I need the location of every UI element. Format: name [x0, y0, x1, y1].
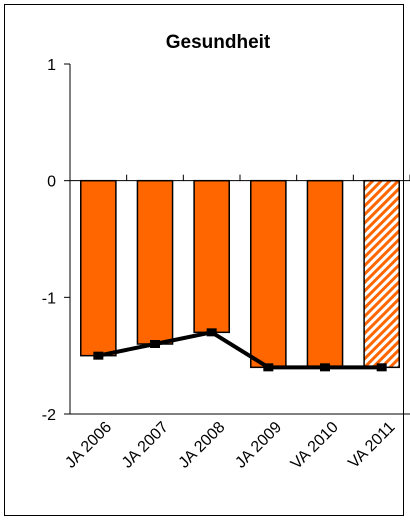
bars-layer — [80, 179, 400, 369]
x-tick-label-0: JA 2006 — [62, 419, 115, 472]
y-tick-label-2: -1 — [42, 290, 56, 307]
x-tick-label-5: VA 2011 — [345, 419, 398, 472]
chart-title: Gesundheit — [166, 32, 271, 53]
bar-0 — [80, 179, 117, 357]
y-tick-labels: 1 0 -1 -2 — [42, 57, 56, 424]
line-marker-5 — [376, 363, 387, 372]
y-tick-label-3: -2 — [42, 407, 56, 424]
x-tick-label-4: VA 2010 — [288, 419, 342, 473]
bar-3 — [250, 179, 287, 369]
bar-2 — [193, 179, 230, 334]
line-layer — [93, 328, 387, 372]
line-marker-0 — [93, 351, 104, 360]
y-tick-label-1: 0 — [47, 174, 56, 191]
line-marker-4 — [320, 363, 330, 372]
x-tick-label-1: JA 2007 — [119, 419, 172, 472]
bar-4 — [306, 179, 344, 369]
y-tick-label-0: 1 — [47, 57, 56, 74]
x-tick-label-3: JA 2009 — [232, 419, 285, 472]
x-tick-label-2: JA 2008 — [176, 419, 229, 472]
line-marker-1 — [150, 340, 160, 348]
axes-layer — [64, 63, 410, 415]
line-marker-3 — [263, 363, 274, 372]
bar-1 — [136, 179, 174, 345]
bar-5 — [363, 179, 400, 369]
trend-line — [97, 330, 382, 370]
x-tick-labels: JA 2006 JA 2007 JA 2008 JA 2009 VA 2010 VA 20… — [62, 419, 398, 473]
line-marker-2 — [206, 328, 217, 337]
